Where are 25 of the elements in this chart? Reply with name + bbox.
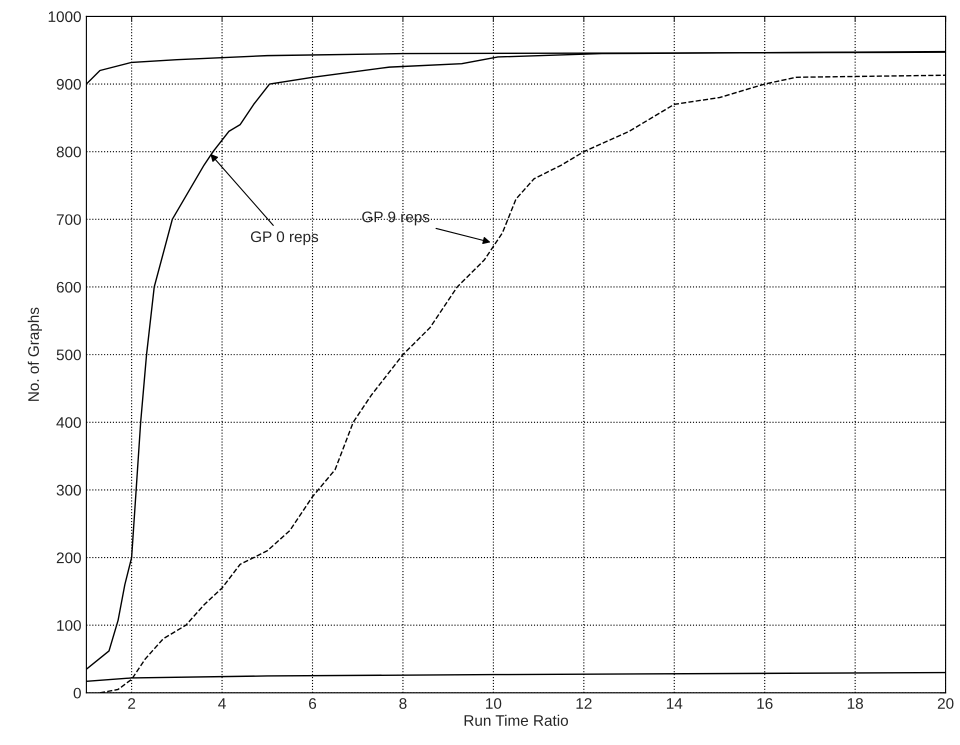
y-tick-label: 500: [56, 349, 81, 360]
x-tick-label: 4: [218, 698, 226, 709]
y-tick-label: 200: [56, 552, 81, 564]
x-tick-label: 16: [757, 698, 773, 709]
y-tick-label: 1000: [48, 11, 81, 22]
y-tick-label: 600: [56, 282, 81, 293]
y-tick-label: 900: [56, 78, 81, 90]
annotation: GP 0 reps: [250, 231, 318, 246]
y-tick-label: 100: [57, 620, 81, 631]
x-tick-label: 14: [666, 698, 682, 709]
x-axis-title: Run Time Ratio: [464, 714, 568, 726]
x-tick-label: 12: [576, 698, 592, 709]
annotation: GP 9 reps: [362, 212, 430, 226]
y-tick-label: 700: [56, 214, 81, 226]
y-tick-label: 300: [56, 484, 81, 496]
x-tick-label: 10: [486, 698, 502, 709]
y-axis-title: No. of Graphs: [28, 308, 42, 401]
x-tick-label: 6: [309, 698, 316, 709]
y-tick-label: 0: [74, 688, 81, 699]
y-tick-label: 400: [56, 417, 81, 428]
x-tick-label: 2: [128, 698, 136, 709]
x-tick-label: 18: [848, 698, 863, 709]
x-tick-label: 20: [938, 698, 954, 709]
y-tick-label: 800: [56, 146, 81, 158]
x-tick-label: 8: [399, 698, 407, 709]
